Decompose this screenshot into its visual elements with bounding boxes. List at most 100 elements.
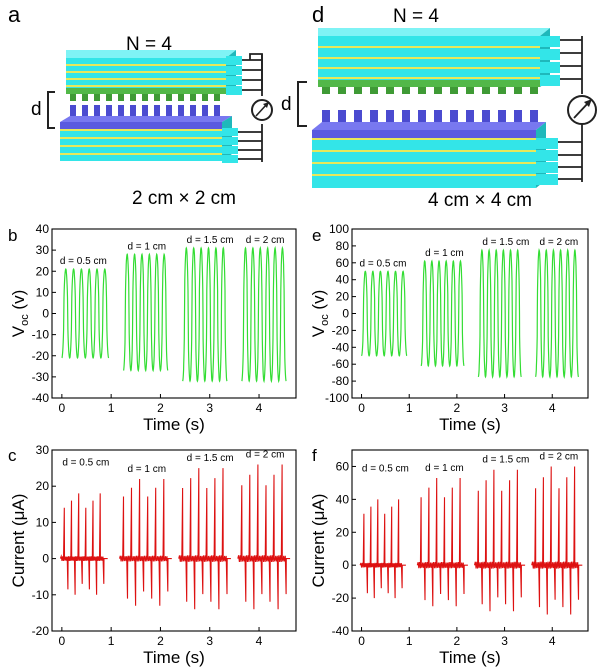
chart-panel-f: d = 0.5 cm d = 1 cm d = 1.5 cm d = 2 cm -40 -…	[309, 449, 589, 667]
series-label-e-2: d = 1.5 cm	[482, 237, 529, 248]
y-tick-label-e-1: -80	[332, 374, 350, 388]
series-line-b-2	[182, 246, 228, 383]
y-tick-label-f-3: 20	[336, 525, 350, 539]
x-tick-label-c-4: 4	[256, 634, 263, 648]
y-tick-label-b-3: -10	[32, 328, 50, 342]
x-tick-label-e-1: 1	[406, 401, 413, 415]
y-tick-label-c-0: -20	[32, 624, 50, 638]
plot-frame-c	[51, 449, 297, 632]
y-tick-label-b-4: 0	[42, 307, 49, 321]
series-line-c-2	[178, 468, 231, 610]
panel-label-a: a	[8, 2, 21, 27]
panel-label-b: b	[8, 226, 17, 245]
y-tick-label-b-8: 40	[36, 222, 50, 236]
device-illustration-d: N = 4	[281, 6, 597, 211]
device-d-ammeter-icon	[567, 95, 597, 125]
y-axis-label-main-c: Current (	[9, 520, 28, 587]
device-d-lower-grating	[322, 110, 538, 124]
device-d-lower-stack	[312, 122, 558, 188]
y-tick-label-c-4: 20	[36, 479, 50, 493]
series-line-b-1	[122, 252, 169, 373]
y-tick-label-b-7: 30	[36, 243, 50, 257]
device-illustration-a: N = 4	[31, 34, 273, 209]
x-axis-label-e: Time (s)	[439, 415, 501, 434]
x-tick-label-b-2: 2	[157, 401, 164, 415]
series-label-b-1: d = 1 cm	[127, 241, 166, 252]
y-tick-label-e-3: -40	[332, 340, 350, 354]
series-label-b-2: d = 1.5 cm	[187, 235, 234, 246]
series-label-e-1: d = 1 cm	[425, 248, 464, 259]
y-axis-label-sub-b: oc	[19, 314, 31, 326]
device-a-layer-count: N = 4	[126, 34, 172, 55]
device-a-ammeter-icon	[251, 99, 273, 121]
x-tick-label-e-4: 4	[549, 401, 556, 415]
y-tick-label-f-5: 60	[336, 459, 350, 473]
device-d-upper-stack	[318, 28, 560, 87]
y-axis-label-greek-c: μ	[9, 511, 28, 521]
y-tick-label-e-0: -100	[325, 391, 349, 405]
x-tick-label-f-1: 1	[406, 634, 413, 648]
series-line-f-1	[416, 477, 468, 607]
x-tick-label-b-0: 0	[59, 401, 66, 415]
y-axis-label-e: Voc (v)	[309, 290, 331, 338]
series-line-e-3	[535, 248, 580, 379]
device-a-lower-stack	[60, 116, 238, 163]
series-line-e-2	[477, 248, 522, 379]
series-label-c-2: d = 1.5 cm	[187, 453, 234, 464]
panel-label-f: f	[312, 446, 317, 465]
device-a-lower-grating	[70, 105, 220, 117]
x-tick-label-c-3: 3	[206, 634, 213, 648]
y-axis-label-f: Current (μA)	[309, 494, 328, 588]
chart-panel-e: d = 0.5 cm d = 1 cm d = 1.5 cm d = 2 cm -100…	[309, 222, 589, 434]
y-tick-label-f-2: 0	[342, 558, 349, 572]
y-axis-label-main-b: V	[9, 325, 28, 337]
series-line-f-2	[473, 469, 526, 612]
y-tick-label-e-2: -60	[332, 357, 350, 371]
series-label-f-2: d = 1.5 cm	[482, 455, 529, 466]
y-axis-label-unit-e: (v)	[309, 290, 328, 315]
y-axis-label-c: Current (μA)	[9, 494, 28, 588]
y-tick-label-f-0: -40	[332, 624, 350, 638]
x-tick-label-e-0: 0	[358, 401, 365, 415]
device-a-upper-grating	[70, 94, 220, 101]
y-axis-label-unit-f: A)	[309, 494, 328, 511]
device-d-layer-count: N = 4	[393, 6, 439, 27]
y-tick-label-f-1: -20	[332, 591, 350, 605]
device-d-gap-label: d	[281, 94, 292, 115]
y-tick-label-b-1: -30	[32, 370, 50, 384]
x-tick-label-f-3: 3	[501, 634, 508, 648]
x-tick-label-c-1: 1	[108, 634, 115, 648]
y-tick-label-e-5: 0	[342, 307, 349, 321]
series-line-e-1	[420, 259, 465, 368]
series-line-c-0	[59, 493, 108, 595]
y-axis-label-main-e: V	[309, 325, 328, 337]
y-axis-label-unit-c: A)	[9, 494, 28, 511]
y-tick-label-b-5: 10	[36, 285, 50, 299]
y-axis-label-greek-f: μ	[309, 511, 328, 521]
series-label-c-3: d = 2 cm	[246, 449, 285, 460]
series-line-f-3	[531, 466, 583, 615]
series-label-b-3: d = 2 cm	[246, 235, 285, 246]
y-tick-label-e-7: 40	[336, 273, 350, 287]
device-a-wiring	[238, 53, 263, 162]
device-d-size-label: 4 cm × 4 cm	[428, 190, 532, 211]
series-label-e-0: d = 0.5 cm	[360, 258, 407, 269]
panel-label-c: c	[8, 446, 17, 465]
y-axis-label-unit-b: (v)	[9, 290, 28, 315]
chart-panel-c: d = 0.5 cm d = 1 cm d = 1.5 cm d = 2 cm -20 -…	[9, 443, 297, 667]
x-tick-label-e-3: 3	[501, 401, 508, 415]
device-d-upper-grating	[322, 87, 538, 94]
y-tick-label-f-4: 40	[336, 492, 350, 506]
x-tick-label-c-2: 2	[157, 634, 164, 648]
y-tick-label-c-3: 10	[36, 515, 50, 529]
device-a-size-label: 2 cm × 2 cm	[132, 188, 236, 209]
series-label-b-0: d = 0.5 cm	[60, 256, 107, 267]
x-tick-label-b-3: 3	[206, 401, 213, 415]
series-line-b-0	[61, 268, 110, 359]
device-d-wiring	[558, 36, 583, 182]
series-label-c-1: d = 1 cm	[127, 464, 166, 475]
x-tick-label-c-0: 0	[59, 634, 66, 648]
device-a-upper-stack	[66, 50, 242, 95]
y-tick-label-c-2: 0	[42, 552, 49, 566]
y-tick-label-b-0: -40	[32, 391, 50, 405]
